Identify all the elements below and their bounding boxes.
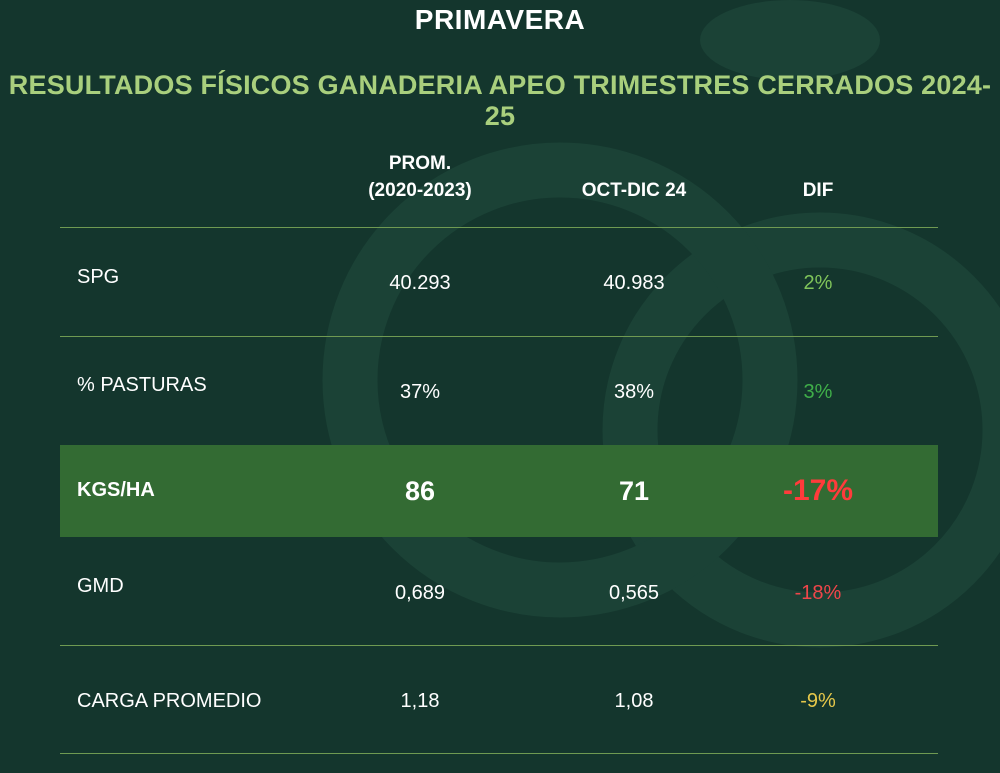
column-header-prom: PROM. (2020-2023) xyxy=(320,150,520,204)
divider xyxy=(60,336,938,337)
divider xyxy=(60,753,938,754)
column-header-prom-line1: PROM. xyxy=(388,153,452,174)
cell-current: 0,565 xyxy=(608,582,660,604)
divider xyxy=(60,227,938,228)
cell-diff: 2% xyxy=(803,272,833,294)
row-label: SPG xyxy=(77,266,120,288)
page-subtitle: RESULTADOS FÍSICOS GANADERIA APEO TRIMES… xyxy=(8,70,992,131)
column-header-diff: DIF xyxy=(802,180,834,201)
row-label: % PASTURAS xyxy=(77,374,207,396)
column-header-prom-line2: (2020-2023) xyxy=(368,180,472,201)
cell-prom: 37% xyxy=(399,381,441,403)
cell-prom: 1,18 xyxy=(400,690,440,712)
row-label: GMD xyxy=(77,575,124,597)
column-header-current: OCT-DIC 24 xyxy=(581,180,687,201)
cell-diff: 3% xyxy=(803,381,833,403)
cell-diff: -17% xyxy=(782,474,854,507)
cell-diff: -9% xyxy=(800,690,836,712)
cell-current: 38% xyxy=(613,381,655,403)
row-label: KGS/HA xyxy=(77,479,155,501)
divider xyxy=(60,645,938,646)
cell-current: 1,08 xyxy=(614,690,654,712)
cell-current: 40.983 xyxy=(603,272,665,294)
cell-prom: 86 xyxy=(404,476,436,506)
cell-current: 71 xyxy=(618,476,650,506)
page-title: PRIMAVERA xyxy=(414,4,586,35)
cell-prom: 40.293 xyxy=(389,272,451,294)
cell-diff: -18% xyxy=(794,582,842,604)
cell-prom: 0,689 xyxy=(394,582,446,604)
row-label: CARGA PROMEDIO xyxy=(77,690,262,712)
highlight-row-background xyxy=(60,445,938,537)
